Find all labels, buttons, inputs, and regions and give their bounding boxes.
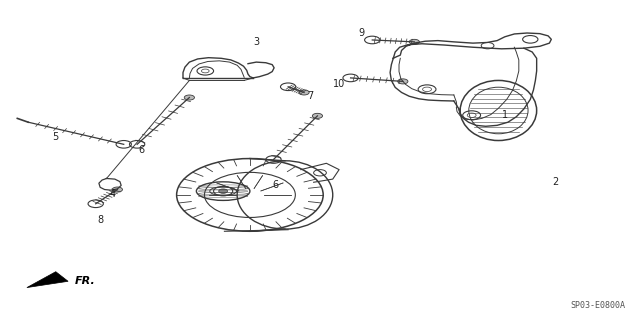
Text: 9: 9: [358, 28, 365, 38]
Text: 10: 10: [333, 78, 345, 89]
Circle shape: [397, 79, 408, 84]
Text: 6: 6: [273, 180, 278, 190]
Text: 2: 2: [553, 177, 559, 187]
Circle shape: [219, 189, 228, 193]
Text: 1: 1: [502, 110, 508, 120]
Text: 5: 5: [52, 132, 59, 142]
Text: 6: 6: [138, 145, 145, 155]
Circle shape: [184, 95, 195, 100]
Text: 3: 3: [253, 38, 259, 48]
Text: 8: 8: [97, 215, 103, 225]
Circle shape: [299, 90, 309, 95]
Text: SP03-E0800A: SP03-E0800A: [571, 301, 626, 310]
Polygon shape: [27, 272, 68, 287]
Circle shape: [112, 187, 122, 192]
Circle shape: [409, 39, 419, 44]
Circle shape: [312, 113, 323, 118]
Text: 4: 4: [110, 189, 116, 199]
Text: FR.: FR.: [75, 276, 95, 286]
Text: 7: 7: [307, 91, 314, 101]
